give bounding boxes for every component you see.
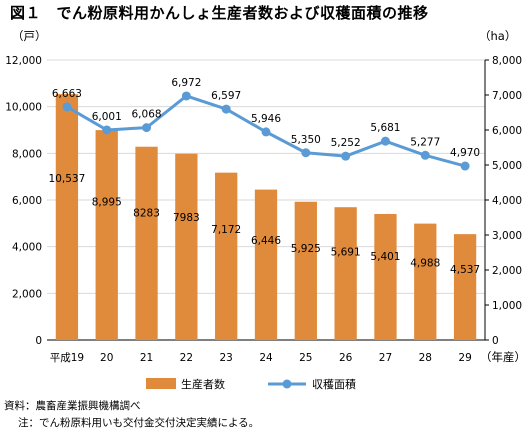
- x-tick-label: 25: [299, 352, 312, 364]
- left-tick-label: 6,000: [12, 195, 42, 207]
- x-axis-unit: （年産）: [480, 350, 526, 364]
- bar-生産者数: [453, 234, 477, 340]
- line-value-label: 5,350: [291, 134, 321, 146]
- right-tick-label: 7,000: [492, 90, 522, 102]
- bar-value-label: 5,401: [370, 251, 400, 263]
- right-tick-label: 5,000: [492, 160, 522, 172]
- right-tick-label: 8,000: [492, 55, 522, 67]
- x-tick-label: 平成19: [50, 352, 84, 364]
- x-tick-label: 23: [219, 352, 232, 364]
- bar-value-label: 8283: [133, 207, 160, 219]
- line-point: [341, 151, 351, 161]
- bar-value-label: 4,537: [450, 264, 480, 276]
- bar-value-label: 5,691: [331, 247, 361, 259]
- bar-value-label: 5,925: [291, 243, 321, 255]
- right-tick-label: 6,000: [492, 125, 522, 137]
- source-note: 資料：農畜産業振興機構調べ: [4, 400, 141, 412]
- right-tick-label: 1,000: [492, 300, 522, 312]
- line-point: [221, 104, 231, 114]
- right-tick-label: 3,000: [492, 230, 522, 242]
- left-tick-label: 2,000: [12, 288, 42, 300]
- legend-swatch-marker: [282, 379, 292, 389]
- chart-title: 図１ でん粉原料用かんしょ生産者数および収穫面積の推移: [10, 4, 429, 22]
- x-tick-label: 26: [339, 352, 353, 364]
- line-point: [380, 136, 390, 146]
- line-value-label: 6,972: [171, 77, 201, 89]
- line-value-label: 5,277: [410, 136, 440, 148]
- left-tick-label: 0: [35, 335, 42, 347]
- bar-value-label: 7983: [173, 212, 200, 224]
- bar-生産者数: [215, 172, 238, 340]
- right-tick-label: 4,000: [492, 195, 522, 207]
- legend-label: 収穫面積: [312, 377, 356, 391]
- x-tick-label: 22: [180, 352, 193, 364]
- line-point: [102, 125, 112, 135]
- legend-label: 生産者数: [181, 377, 225, 391]
- bar-生産者数: [135, 146, 158, 340]
- left-tick-label: 12,000: [5, 55, 42, 67]
- right-tick-label: 0: [492, 335, 499, 347]
- bar-value-label: 7,172: [211, 224, 241, 236]
- left-tick-label: 10,000: [5, 102, 42, 114]
- bar-生産者数: [254, 189, 278, 340]
- chart-area: 0 2,000 4,000 6,000 8,000 10,000 12,000 0 1,000 2…: [5, 29, 526, 391]
- line-value-label: 6,001: [92, 111, 122, 123]
- bar-生産者数: [334, 207, 357, 340]
- line-point: [301, 148, 311, 158]
- line-value-label: 5,681: [370, 122, 400, 134]
- line-value-label: 6,068: [132, 109, 162, 121]
- line-value-label: 5,946: [251, 113, 281, 125]
- line-point: [142, 123, 152, 133]
- bar-生産者数: [374, 213, 397, 340]
- line-point: [460, 161, 470, 171]
- bar-value-label: 6,446: [251, 235, 281, 247]
- line-value-label: 4,970: [450, 147, 480, 159]
- right-axis-unit: （ha）: [479, 29, 516, 43]
- line-point: [62, 102, 72, 112]
- bar-生産者数: [55, 94, 79, 341]
- bar-生産者数: [294, 201, 317, 340]
- x-tick-label: 24: [259, 352, 273, 364]
- line-point: [181, 91, 191, 101]
- left-axis-unit: （戸）: [12, 29, 47, 43]
- bar-value-label: 8,995: [92, 197, 122, 209]
- x-tick-label: 21: [140, 352, 153, 364]
- bar-value-label: 10,537: [49, 173, 86, 185]
- chart-notes: 資料：農畜産業振興機構調べ 注：でん粉原料用いも交付金交付決定実績による。: [4, 398, 259, 432]
- line-value-label: 6,663: [52, 88, 82, 100]
- legend-swatch-bar: [146, 378, 176, 389]
- left-tick-label: 4,000: [12, 242, 42, 254]
- line-point: [420, 150, 430, 160]
- left-tick-label: 8,000: [12, 148, 42, 160]
- right-tick-label: 2,000: [492, 265, 522, 277]
- line-point: [261, 127, 271, 137]
- bar-生産者数: [95, 130, 118, 340]
- bar-value-label: 4,988: [410, 257, 440, 269]
- line-value-label: 6,597: [211, 90, 241, 102]
- x-tick-label: 27: [379, 352, 392, 364]
- footnote: 注：でん粉原料用いも交付金交付決定実績による。: [18, 417, 260, 429]
- x-tick-label: 20: [100, 352, 113, 364]
- x-tick-label: 29: [458, 352, 471, 364]
- x-tick-label: 28: [419, 352, 432, 364]
- bar-生産者数: [414, 223, 437, 340]
- bar-生産者数: [175, 153, 198, 340]
- line-value-label: 5,252: [331, 137, 361, 149]
